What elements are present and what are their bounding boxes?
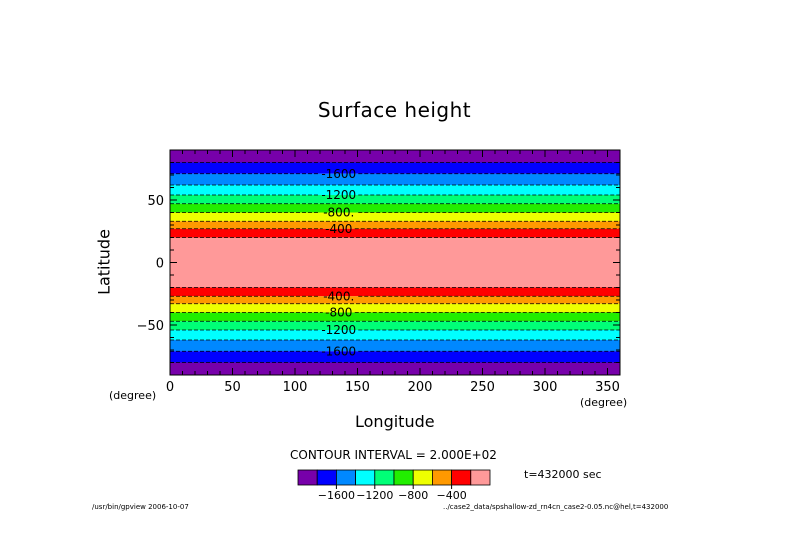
contour-band <box>170 203 620 213</box>
y-tick-label: 50 <box>147 194 164 209</box>
contour-band <box>170 212 620 222</box>
contour-label: -1600 <box>321 167 356 181</box>
contour-band <box>170 237 620 288</box>
x-tick-label: 150 <box>345 380 370 395</box>
contour-band <box>170 185 620 195</box>
colorbar-swatch <box>355 469 376 486</box>
colorbar-swatch <box>470 469 491 486</box>
chart-title: Surface height <box>317 98 472 122</box>
colorbar-swatch <box>431 469 452 486</box>
contour-band <box>170 351 620 363</box>
contour-band <box>170 321 620 330</box>
colorbar-swatch <box>316 469 337 486</box>
contour-band <box>170 228 620 238</box>
colorbar-swatch <box>412 469 433 486</box>
time-label: t=432000 sec <box>524 468 602 481</box>
y-tick-label: 0 <box>156 257 164 272</box>
footer-right: ../case2_data/spshallow-zd_rn4cn_case2-0… <box>443 503 669 511</box>
contour-band <box>170 303 620 313</box>
x-tick-label: 250 <box>470 380 495 395</box>
x-tick-label: 300 <box>533 380 558 395</box>
x-axis-unit: (degree) <box>580 396 628 409</box>
contour-label: -1200 <box>321 188 356 202</box>
colorbar-swatch <box>335 469 356 486</box>
contour-lines <box>170 162 620 363</box>
contour-bands <box>170 150 620 375</box>
x-axis-label: Longitude <box>355 412 435 431</box>
footer-left: /usr/bin/gpview 2006-10-07 <box>92 503 189 511</box>
colorbar-swatch <box>393 469 414 486</box>
contour-band <box>170 195 620 204</box>
contour-band <box>170 162 620 174</box>
axis-ticks <box>169 149 621 376</box>
contour-label: -1200 <box>321 323 356 337</box>
contour-band <box>170 340 620 352</box>
colorbar-label: −400 <box>436 489 466 502</box>
y-axis-unit: (degree) <box>109 389 157 402</box>
colorbar: −1600 −1200 −800 −400 <box>297 469 491 502</box>
x-tick-label: 200 <box>408 380 433 395</box>
contour-interval-text: CONTOUR INTERVAL = 2.000E+02 <box>290 448 497 462</box>
contour-band <box>170 221 620 229</box>
contour-band <box>170 173 620 185</box>
y-tick-label: −50 <box>137 319 164 334</box>
colorbar-label: −800 <box>398 489 428 502</box>
contour-band <box>170 312 620 322</box>
axis-tick-labels: 0 50 100 150 200 250 300 350 50 0 −50 <box>137 194 620 395</box>
contour-band <box>170 287 620 297</box>
colorbar-label: −1600 <box>318 489 355 502</box>
contour-band <box>170 296 620 304</box>
contour-labels: -1600 -1200 -800. -400 -400. -800 -1200 -1600 <box>321 167 356 359</box>
contour-label: -800 <box>325 306 352 320</box>
x-tick-label: 350 <box>595 380 620 395</box>
y-axis-label: Latitude <box>94 229 114 295</box>
contour-label: -400 <box>325 222 352 236</box>
contour-label: -400. <box>323 289 354 303</box>
contour-band <box>170 330 620 340</box>
x-tick-label: 50 <box>224 380 241 395</box>
contour-label: -800. <box>323 206 354 220</box>
contour-label: -1600 <box>321 344 356 358</box>
colorbar-swatch <box>374 469 395 486</box>
x-tick-label: 0 <box>166 380 174 395</box>
colorbar-label: −1200 <box>356 489 393 502</box>
colorbar-swatch <box>297 469 318 486</box>
colorbar-swatch <box>451 469 472 486</box>
x-tick-label: 100 <box>283 380 308 395</box>
